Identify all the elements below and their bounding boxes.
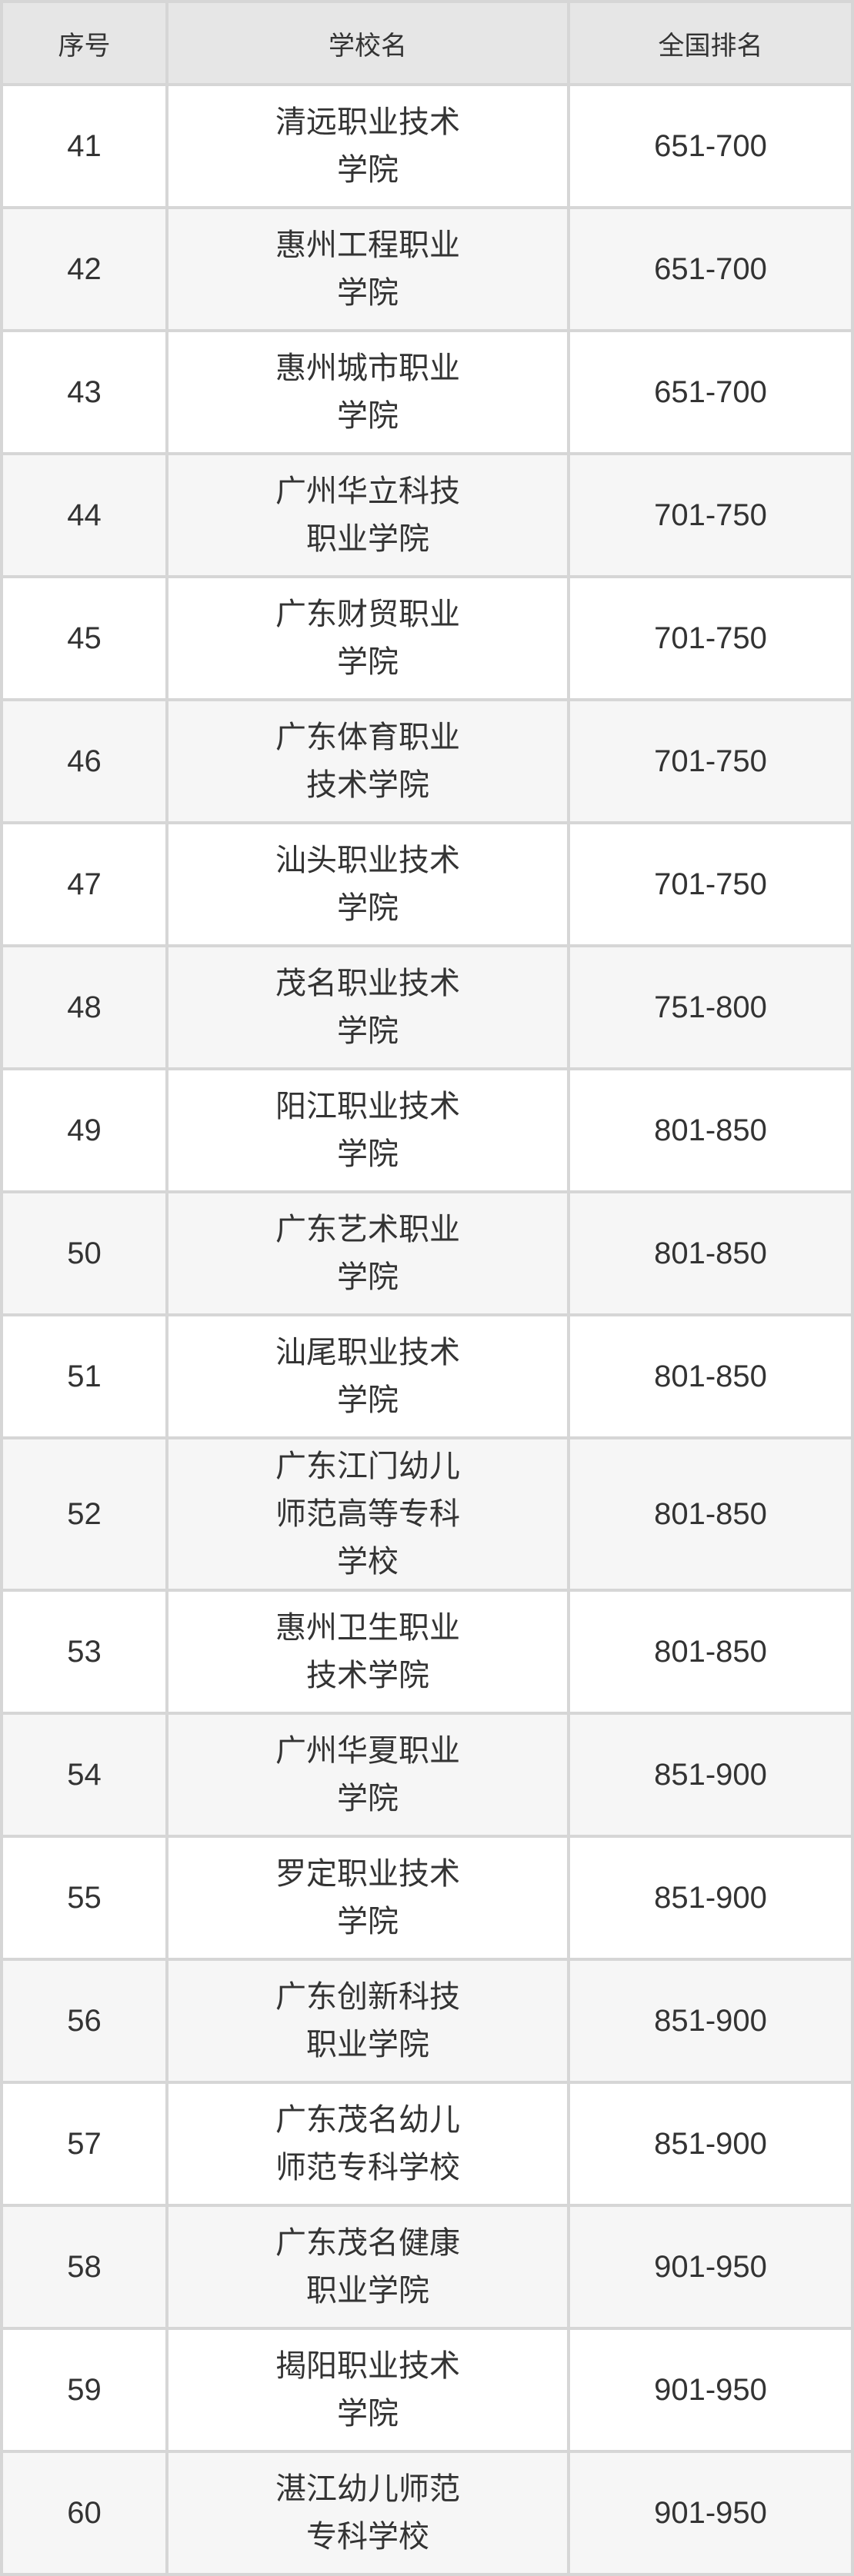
- table-row: 54 广州华夏职业 学院 851-900: [3, 1715, 851, 1835]
- row-index-cell: 55: [3, 1838, 165, 1958]
- national-rank-cell: 751-800: [570, 947, 851, 1067]
- row-index-cell: 48: [3, 947, 165, 1067]
- row-index-cell: 56: [3, 1961, 165, 2081]
- national-rank-cell: 701-750: [570, 578, 851, 698]
- national-rank-cell: 801-850: [570, 1070, 851, 1190]
- table-row: 56 广东创新科技 职业学院 851-900: [3, 1961, 851, 2081]
- school-name-cell: 汕尾职业技术 学院: [168, 1316, 567, 1436]
- table-row: 60 湛江幼儿师范 专科学校 901-950: [3, 2453, 851, 2573]
- national-rank-cell: 801-850: [570, 1439, 851, 1589]
- school-name-cell: 茂名职业技术 学院: [168, 947, 567, 1067]
- national-rank-cell: 901-950: [570, 2330, 851, 2450]
- school-name-cell: 汕头职业技术 学院: [168, 824, 567, 944]
- table-row: 55 罗定职业技术 学院 851-900: [3, 1838, 851, 1958]
- table-row: 50 广东艺术职业 学院 801-850: [3, 1193, 851, 1313]
- row-index-cell: 47: [3, 824, 165, 944]
- row-index-cell: 46: [3, 701, 165, 821]
- column-header-rank: 全国排名: [570, 3, 851, 83]
- row-index-cell: 53: [3, 1592, 165, 1712]
- school-name-cell: 罗定职业技术 学院: [168, 1838, 567, 1958]
- school-name-cell: 广东茂名健康 职业学院: [168, 2207, 567, 2327]
- table-row: 42 惠州工程职业 学院 651-700: [3, 209, 851, 329]
- school-name-cell: 广东江门幼儿 师范高等专科 学校: [168, 1439, 567, 1589]
- table-body: 41 清远职业技术 学院 651-700 42 惠州工程职业 学院 651-70…: [3, 86, 851, 2573]
- table-row: 52 广东江门幼儿 师范高等专科 学校 801-850: [3, 1439, 851, 1589]
- row-index-cell: 57: [3, 2084, 165, 2204]
- school-name-cell: 清远职业技术 学院: [168, 86, 567, 206]
- table-header: 序号 学校名 全国排名: [3, 3, 851, 83]
- row-index-cell: 43: [3, 332, 165, 452]
- header-row: 序号 学校名 全国排名: [3, 3, 851, 83]
- table-row: 43 惠州城市职业 学院 651-700: [3, 332, 851, 452]
- national-rank-cell: 851-900: [570, 1838, 851, 1958]
- school-name-cell: 揭阳职业技术 学院: [168, 2330, 567, 2450]
- column-header-index: 序号: [3, 3, 165, 83]
- row-index-cell: 59: [3, 2330, 165, 2450]
- school-name-cell: 广东财贸职业 学院: [168, 578, 567, 698]
- national-rank-cell: 651-700: [570, 86, 851, 206]
- row-index-cell: 54: [3, 1715, 165, 1835]
- school-name-cell: 广东体育职业 技术学院: [168, 701, 567, 821]
- national-rank-cell: 851-900: [570, 2084, 851, 2204]
- national-rank-cell: 701-750: [570, 824, 851, 944]
- school-name-cell: 广东创新科技 职业学院: [168, 1961, 567, 2081]
- table-row: 44 广州华立科技 职业学院 701-750: [3, 455, 851, 575]
- row-index-cell: 42: [3, 209, 165, 329]
- column-header-school: 学校名: [168, 3, 567, 83]
- table-row: 59 揭阳职业技术 学院 901-950: [3, 2330, 851, 2450]
- table-row: 58 广东茂名健康 职业学院 901-950: [3, 2207, 851, 2327]
- school-name-cell: 广州华立科技 职业学院: [168, 455, 567, 575]
- row-index-cell: 45: [3, 578, 165, 698]
- school-name-cell: 广州华夏职业 学院: [168, 1715, 567, 1835]
- table-row: 45 广东财贸职业 学院 701-750: [3, 578, 851, 698]
- table-row: 46 广东体育职业 技术学院 701-750: [3, 701, 851, 821]
- school-name-cell: 惠州工程职业 学院: [168, 209, 567, 329]
- national-rank-cell: 901-950: [570, 2207, 851, 2327]
- national-rank-cell: 801-850: [570, 1193, 851, 1313]
- table-row: 49 阳江职业技术 学院 801-850: [3, 1070, 851, 1190]
- national-rank-cell: 801-850: [570, 1316, 851, 1436]
- national-rank-cell: 851-900: [570, 1961, 851, 2081]
- row-index-cell: 49: [3, 1070, 165, 1190]
- national-rank-cell: 801-850: [570, 1592, 851, 1712]
- school-name-cell: 阳江职业技术 学院: [168, 1070, 567, 1190]
- national-rank-cell: 651-700: [570, 332, 851, 452]
- row-index-cell: 52: [3, 1439, 165, 1589]
- national-rank-cell: 851-900: [570, 1715, 851, 1835]
- row-index-cell: 51: [3, 1316, 165, 1436]
- school-name-cell: 广东茂名幼儿 师范专科学校: [168, 2084, 567, 2204]
- table-row: 51 汕尾职业技术 学院 801-850: [3, 1316, 851, 1436]
- table-row: 41 清远职业技术 学院 651-700: [3, 86, 851, 206]
- row-index-cell: 44: [3, 455, 165, 575]
- table-row: 48 茂名职业技术 学院 751-800: [3, 947, 851, 1067]
- row-index-cell: 50: [3, 1193, 165, 1313]
- table-row: 47 汕头职业技术 学院 701-750: [3, 824, 851, 944]
- school-name-cell: 惠州城市职业 学院: [168, 332, 567, 452]
- school-name-cell: 湛江幼儿师范 专科学校: [168, 2453, 567, 2573]
- national-rank-cell: 701-750: [570, 455, 851, 575]
- row-index-cell: 60: [3, 2453, 165, 2573]
- table-row: 57 广东茂名幼儿 师范专科学校 851-900: [3, 2084, 851, 2204]
- table-row: 53 惠州卫生职业 技术学院 801-850: [3, 1592, 851, 1712]
- row-index-cell: 58: [3, 2207, 165, 2327]
- national-rank-cell: 651-700: [570, 209, 851, 329]
- row-index-cell: 41: [3, 86, 165, 206]
- school-name-cell: 惠州卫生职业 技术学院: [168, 1592, 567, 1712]
- school-name-cell: 广东艺术职业 学院: [168, 1193, 567, 1313]
- national-rank-cell: 901-950: [570, 2453, 851, 2573]
- national-rank-cell: 701-750: [570, 701, 851, 821]
